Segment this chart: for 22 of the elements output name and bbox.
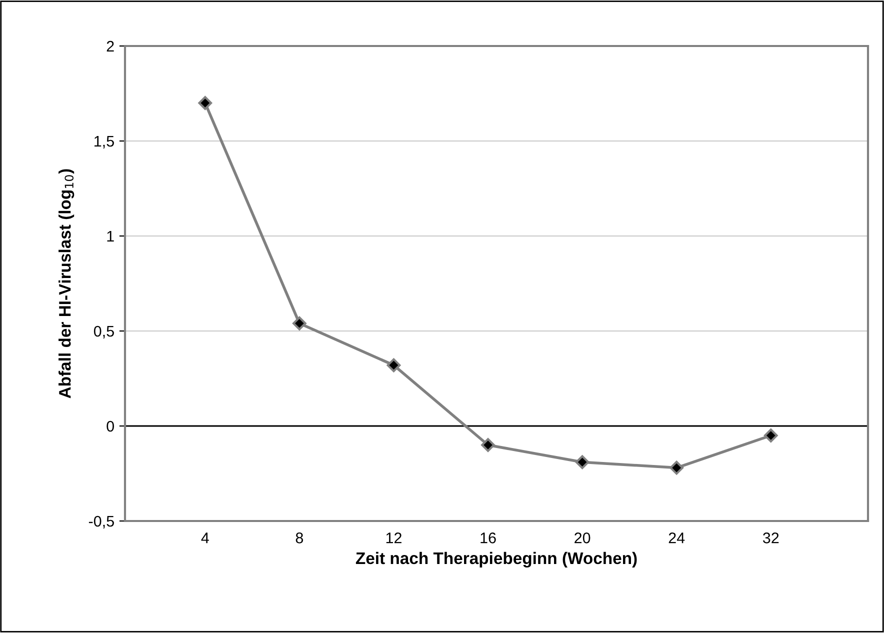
x-tick-label: 8 [296, 532, 304, 544]
point [198, 96, 212, 110]
point [670, 460, 684, 475]
y-tick-label: 0 [106, 420, 114, 432]
point [386, 358, 401, 372]
y-tick-label: 1,5 [94, 136, 114, 148]
y-axis-title: Abfall der HI-Viruslast (log$_{10}$) [58, 169, 74, 398]
y-tick-label: 1 [107, 231, 114, 242]
y-tick-label: 0,5 [94, 326, 114, 338]
x-axis-title: Zeit nach Therapiebeginn (Wochen) [356, 552, 637, 568]
point [764, 428, 778, 442]
point [575, 455, 590, 470]
x-tick-label: 20 [574, 532, 590, 544]
x-tick-label: 16 [480, 532, 496, 544]
point [481, 438, 495, 452]
y-tick-label: 2 [106, 40, 114, 52]
x-tick-label: 32 [762, 532, 779, 544]
y-tick-label: -0,5 [88, 516, 114, 528]
x-tick-label: 12 [386, 532, 402, 544]
point [292, 316, 306, 330]
x-tick-label: 24 [668, 532, 685, 544]
x-tick-label: 4 [201, 532, 209, 544]
